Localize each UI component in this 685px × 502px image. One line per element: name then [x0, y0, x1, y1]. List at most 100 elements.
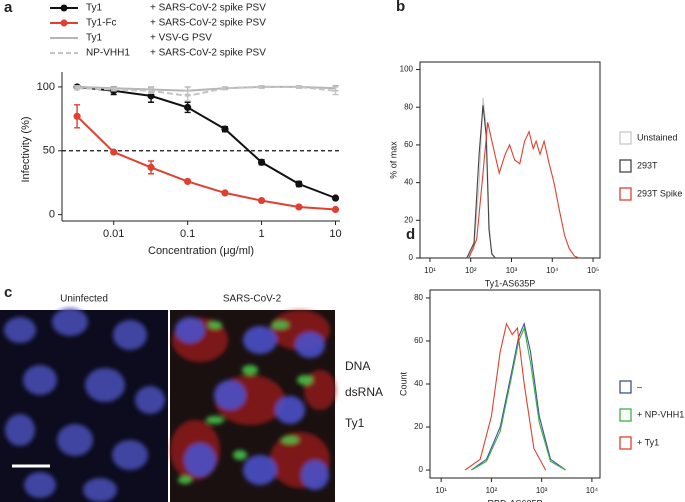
- microscopy-panel: c Uninfected SARS-CoV-2: [0, 284, 383, 502]
- data-point: [221, 189, 229, 197]
- series-line: [468, 122, 580, 259]
- error-bar: [295, 84, 302, 89]
- data-point: [257, 158, 266, 166]
- legend-swatch: [619, 131, 632, 145]
- x-axis-label: Ty1-AS635P: [485, 278, 536, 288]
- data-point: [221, 125, 229, 133]
- legend-swatch: [619, 380, 632, 394]
- legend-label: 293T: [637, 160, 658, 170]
- panel-label: d: [406, 226, 415, 243]
- legend-swatch: [619, 187, 632, 201]
- x-tick-label: 10¹: [424, 266, 436, 275]
- y-tick-label: 0: [419, 465, 424, 474]
- nuclei: [4, 308, 165, 502]
- channel-label: dsRNA: [345, 385, 383, 399]
- data-point: [331, 194, 340, 202]
- panel-label: a: [4, 0, 13, 16]
- x-tick-label: 10³: [536, 486, 548, 495]
- x-tick-label: 10⁴: [586, 486, 599, 495]
- series-line: [77, 85, 336, 97]
- panel-label: c: [4, 284, 12, 301]
- y-tick-label: 20: [414, 422, 423, 431]
- x-tick-label: 10²: [486, 486, 498, 495]
- channel-label: DNA: [345, 359, 370, 373]
- error-bar: [74, 86, 81, 91]
- error-bar: [148, 87, 155, 95]
- y-tick-label: 0: [409, 253, 414, 262]
- data-point: [184, 103, 192, 111]
- image-title: Uninfected: [60, 294, 108, 305]
- image-title: SARS-CoV-2: [223, 294, 282, 305]
- y-axis-label: Count: [398, 372, 408, 397]
- x-axis-label: RBD-AS635P: [487, 498, 542, 502]
- data-point: [257, 196, 266, 205]
- data-point: [147, 163, 155, 171]
- legend-label: + Ty1: [637, 437, 659, 447]
- error-bar: [110, 87, 117, 92]
- legend-label: + SARS-CoV-2 spike PSV: [150, 3, 266, 14]
- x-tick-label: 10²: [465, 266, 477, 275]
- y-tick-label: 80: [404, 102, 413, 111]
- legend-label: + SARS-CoV-2 spike PSV: [150, 48, 266, 59]
- legend-label: Ty1: [86, 3, 103, 14]
- plot-frame: [429, 289, 601, 479]
- data-point: [184, 177, 192, 186]
- channel-label: Ty1: [345, 416, 365, 430]
- data-point: [295, 180, 303, 188]
- y-tick-label: 40: [404, 178, 413, 187]
- data-point: [331, 205, 340, 214]
- stained-cells: [170, 310, 336, 490]
- series-line: [471, 326, 566, 471]
- data-point: [295, 203, 303, 211]
- series-line: [76, 85, 336, 199]
- y-tick-label: 60: [404, 140, 413, 149]
- legend-marker: [60, 4, 68, 12]
- series-line: [464, 322, 547, 471]
- y-tick-label: 100: [400, 65, 414, 74]
- legend-swatch: [619, 408, 632, 422]
- y-axis-label: Infectivity (%): [20, 116, 32, 182]
- series-line: [471, 322, 566, 471]
- legend-marker: [60, 19, 68, 27]
- series-line: [76, 115, 336, 211]
- legend-label: + VSV-G PSV: [150, 33, 212, 44]
- y-axis-label: % of max: [388, 141, 398, 179]
- legend-label: NP-VHH1: [86, 48, 130, 59]
- y-tick-label: 60: [414, 336, 423, 345]
- legend-label: –: [637, 381, 642, 391]
- legend-label: Unstained: [637, 132, 678, 142]
- panel-label: b: [396, 0, 405, 15]
- legend-label: Ty1: [86, 33, 103, 44]
- legend-label: + SARS-CoV-2 spike PSV: [150, 18, 266, 29]
- data-point: [110, 148, 118, 156]
- y-tick-label: 100: [37, 81, 55, 93]
- error-bar: [258, 84, 265, 89]
- legend-label: Ty1-Fc: [86, 18, 117, 29]
- x-tick-label: 0.01: [103, 228, 124, 240]
- x-tick-label: 10³: [506, 266, 518, 275]
- series-line: [466, 105, 496, 259]
- data-point: [147, 92, 155, 100]
- x-tick-label: 10⁴: [546, 266, 559, 275]
- legend-label: + NP-VHH1: [637, 409, 684, 419]
- legend-swatch: [619, 436, 632, 450]
- x-tick-label: 10¹: [435, 486, 447, 495]
- x-axis-label: Concentration (μg/ml): [148, 245, 254, 257]
- y-tick-label: 0: [49, 209, 55, 221]
- data-point: [73, 112, 81, 120]
- legend-swatch: [619, 159, 632, 173]
- x-tick-label: 10: [329, 228, 341, 240]
- error-bar: [221, 86, 228, 91]
- legend-label: 293T Spike: [637, 188, 682, 198]
- x-tick-label: 0.1: [180, 228, 195, 240]
- plot-frame: [419, 61, 601, 259]
- x-tick-label: 10⁵: [587, 266, 599, 275]
- x-tick-label: 1: [259, 228, 265, 240]
- series-line: [466, 97, 496, 259]
- error-bar: [332, 86, 339, 96]
- y-tick-label: 40: [414, 379, 423, 388]
- y-tick-label: 50: [43, 145, 55, 157]
- error-bar: [184, 90, 191, 102]
- y-tick-label: 80: [414, 293, 423, 302]
